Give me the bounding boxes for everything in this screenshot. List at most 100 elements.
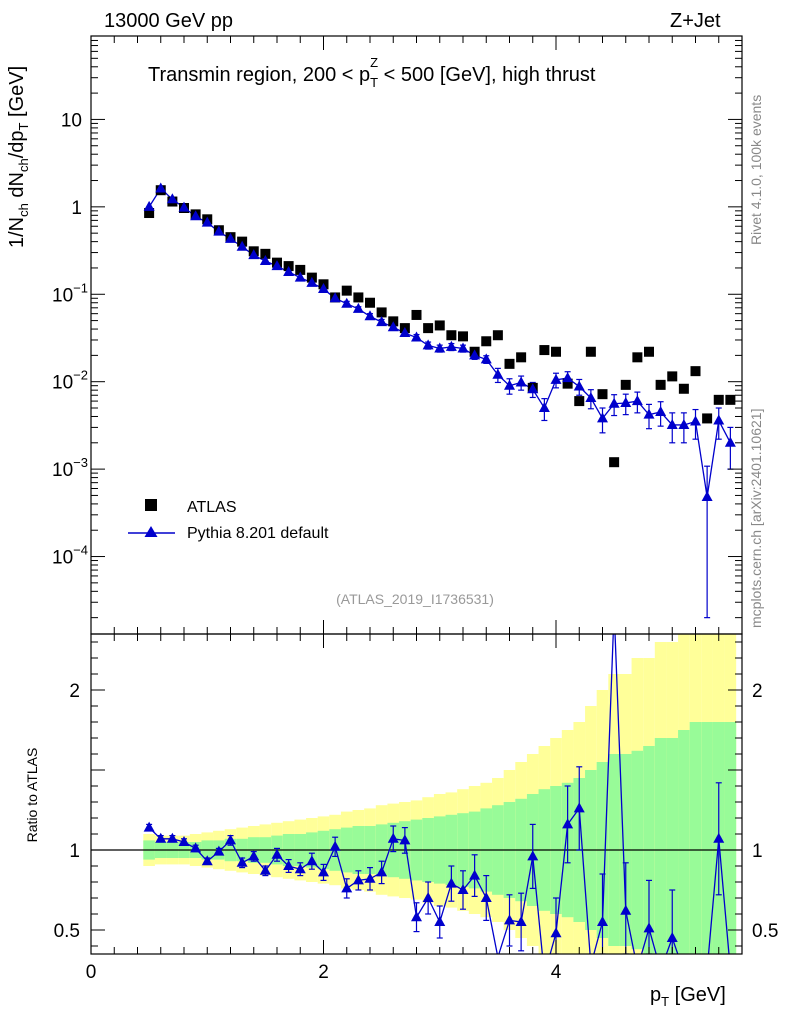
ratio-point [166,832,178,843]
ratio-point [190,842,202,853]
ratio-point [713,832,725,843]
ratio-point [213,845,225,856]
plot-title-text: Transmin region, 200 < p [148,64,371,86]
pythia-point [457,342,469,353]
x-tick-label: 4 [551,962,562,983]
pythia-point [480,353,492,364]
pythia-point [690,415,701,426]
pythia-point [538,402,550,413]
tick-labels: 10 1 10−1 10−2 10−3 10−4 0.5 0.5 1 1 2 2 0 2 4 [52,110,778,983]
x-axis-label: pT [GeV] [650,984,726,1009]
atlas-point [667,371,678,382]
atlas-point [411,309,422,320]
main-y-tick-label: 10−2 [52,368,88,394]
atlas-point [458,331,468,342]
pythia-point [562,372,574,383]
ylabel-sub: T [16,122,31,131]
ratio-point [306,855,318,866]
pythia-point [608,397,620,408]
atlas-point [678,383,689,394]
ratio-point [201,855,213,866]
mcplots-label: mcplots.cern.ch [arXiv:2401.10621] [748,408,764,628]
ratio-point [341,882,353,893]
pythia-point [724,436,736,447]
ratio-point [527,850,539,861]
pythia-point [190,210,202,221]
pythia-point [341,297,353,308]
ratio-point [294,863,306,874]
ratio-point [597,916,608,926]
pythia-point [666,418,678,429]
ratio-y-axis-label: Ratio to ATLAS [24,748,40,843]
atlas-point [725,394,736,405]
ratio-point [457,884,469,894]
pythia-point [422,339,434,350]
pythia-point [225,232,236,243]
pythia-point [294,271,306,282]
pythia-point [411,331,422,342]
ratio-point [259,864,271,875]
atlas-point [492,330,503,341]
atlas-point [365,297,375,308]
pythia-point [573,380,585,391]
pythia-point [655,406,667,417]
pythia-point [585,392,597,403]
ratio-band-inner [689,722,702,954]
ratio-point [318,866,329,877]
atlas-point [446,330,457,341]
x-tick-label: 2 [318,962,329,983]
pythia-point [713,414,725,425]
ylabel-part: dN [6,172,28,204]
ratio-point [178,836,190,846]
pythia-point [643,408,655,419]
atlas-point [574,396,585,407]
atlas-point [481,336,492,347]
ylabel-sub: ch [16,203,31,217]
xlabel-part: [GeV] [669,984,726,1006]
ylabel-part: 1/N [6,216,28,248]
ratio-point [573,802,585,813]
ratio-point [550,927,562,938]
pythia-point [271,260,283,271]
ratio-point [411,911,422,922]
pythia-point [364,310,376,321]
ratio-point [504,914,515,925]
main-plot-data [143,182,736,619]
ratio-point [143,821,155,832]
pythia-point [550,373,562,384]
pythia-point [329,292,341,303]
atlas-point [713,394,724,405]
ratio-band-inner [666,738,679,954]
main-y-tick-label: 10−3 [52,455,88,481]
ratio-point [271,848,283,859]
atlas-point [655,379,666,390]
atlas-point [620,379,631,390]
ratio-point [387,832,399,843]
pythia-point [306,276,318,287]
pythia-point [469,349,481,360]
xlabel-sub: T [661,994,670,1009]
ratio-point [155,832,167,843]
ylabel-part: /dp [6,130,28,159]
pythia-point [283,265,295,276]
ratio-point [283,860,295,870]
pythia-point [155,182,167,193]
ratio-y-tick-label-right: 1 [752,841,763,862]
pythia-point [445,340,457,351]
pythia-point [236,240,248,251]
legend-atlas-label: ATLAS [187,499,237,516]
atlas-point [341,285,352,296]
pythia-point [213,225,225,236]
main-y-tick-label: 10−1 [52,280,88,306]
atlas-point [702,413,713,424]
plot-title-text-end: < 500 [GeV], high thrust [378,64,596,86]
atlas-point [551,346,561,357]
ylabel-sub: ch [16,158,31,173]
ratio-y-tick-label-left: 2 [69,681,80,702]
pythia-point [515,376,527,387]
ratio-point [364,872,376,883]
ratio-point [352,874,364,885]
atlas-point [690,366,701,377]
pythia-point [387,321,399,332]
